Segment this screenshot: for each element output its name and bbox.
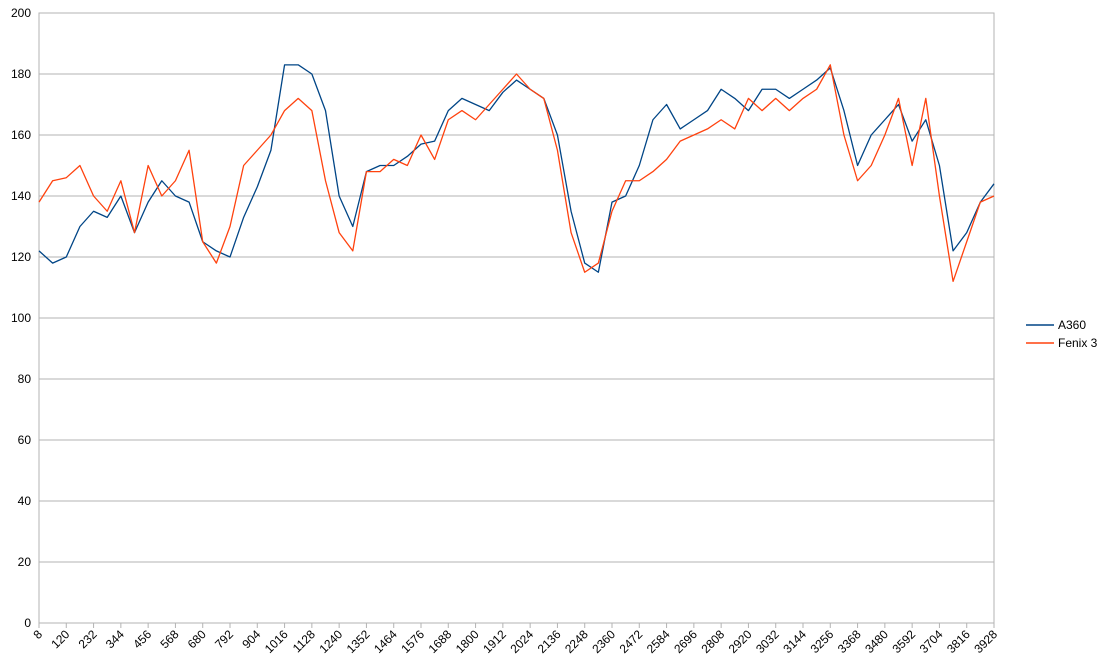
x-tick-label: 3032 <box>753 627 782 656</box>
x-tick-label: 3144 <box>780 627 809 656</box>
x-tick-label: 1016 <box>262 627 291 656</box>
y-tick-label: 180 <box>11 67 31 81</box>
y-tick-label: 120 <box>11 250 31 264</box>
x-tick-label: 120 <box>48 627 72 651</box>
x-tick-label: 568 <box>157 627 181 651</box>
x-tick-label: 3928 <box>971 627 1000 656</box>
x-tick-label: 2920 <box>726 627 755 656</box>
x-tick-label: 3368 <box>835 627 864 656</box>
x-tick-label: 1576 <box>398 627 427 656</box>
x-tick-label: 3480 <box>862 627 891 656</box>
x-tick-label: 2584 <box>644 627 673 656</box>
x-tick-label: 3704 <box>917 627 946 656</box>
x-tick-label: 1240 <box>316 627 345 656</box>
x-tick-label: 2360 <box>589 627 618 656</box>
x-tick-label: 2024 <box>507 627 536 656</box>
x-tick-label: 232 <box>76 627 100 651</box>
x-tick-label: 680 <box>185 627 209 651</box>
x-tick-label: 2248 <box>562 627 591 656</box>
x-tick-label: 1688 <box>426 627 455 656</box>
x-tick-label: 8 <box>30 627 45 642</box>
x-tick-label: 344 <box>103 627 127 651</box>
y-tick-label: 40 <box>18 494 32 508</box>
series-line <box>38 64 995 283</box>
series-line <box>38 64 995 273</box>
y-tick-label: 140 <box>11 189 31 203</box>
y-tick-label: 80 <box>18 372 32 386</box>
x-tick-label: 904 <box>239 627 263 651</box>
y-tick-label: 100 <box>11 311 31 325</box>
legend-label: A360 <box>1058 318 1086 332</box>
y-tick-label: 20 <box>18 555 32 569</box>
y-tick-label: 200 <box>11 6 31 20</box>
y-tick-label: 160 <box>11 128 31 142</box>
y-tick-label: 0 <box>24 616 31 630</box>
x-tick-label: 2808 <box>698 627 727 656</box>
x-tick-label: 792 <box>212 627 236 651</box>
x-tick-label: 2136 <box>535 627 564 656</box>
x-tick-label: 3592 <box>889 627 918 656</box>
x-tick-label: 456 <box>130 627 154 651</box>
x-tick-label: 1128 <box>290 627 318 655</box>
x-tick-label: 3256 <box>808 627 837 656</box>
x-tick-label: 1464 <box>371 627 400 656</box>
x-tick-label: 3816 <box>944 627 973 656</box>
x-tick-label: 1800 <box>453 627 482 656</box>
x-tick-label: 2696 <box>671 627 700 656</box>
y-tick-label: 60 <box>18 433 32 447</box>
x-tick-label: 2472 <box>617 627 646 656</box>
x-tick-label: 1352 <box>344 627 373 656</box>
x-tick-label: 1912 <box>480 627 509 656</box>
legend-label: Fenix 3 <box>1058 336 1098 350</box>
